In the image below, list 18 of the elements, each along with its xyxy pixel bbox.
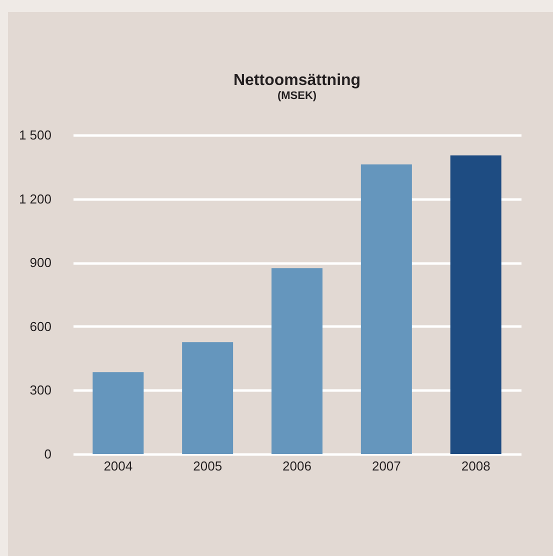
x-tick-label: 2008 [461,458,490,474]
bar [450,155,502,454]
y-tick-label: 1 200 [18,191,52,206]
y-tick-label: 0 [44,446,52,462]
y-tick-label: 300 [30,382,52,398]
chart-subtitle: (MSEK) [277,90,317,102]
x-tick-label: 2004 [104,458,133,474]
x-tick-label: 2007 [372,458,401,474]
chart-title: Nettoomsättning [233,72,361,89]
bar [272,268,322,454]
y-tick-label: 600 [30,318,52,334]
bar [182,342,234,454]
y-tick-label: 1 500 [18,128,52,142]
y-tick-label: 900 [30,255,52,270]
bar [360,164,412,454]
x-tick-label: 2006 [282,458,312,474]
bar [92,372,144,454]
x-tick-label: 2005 [193,458,222,474]
